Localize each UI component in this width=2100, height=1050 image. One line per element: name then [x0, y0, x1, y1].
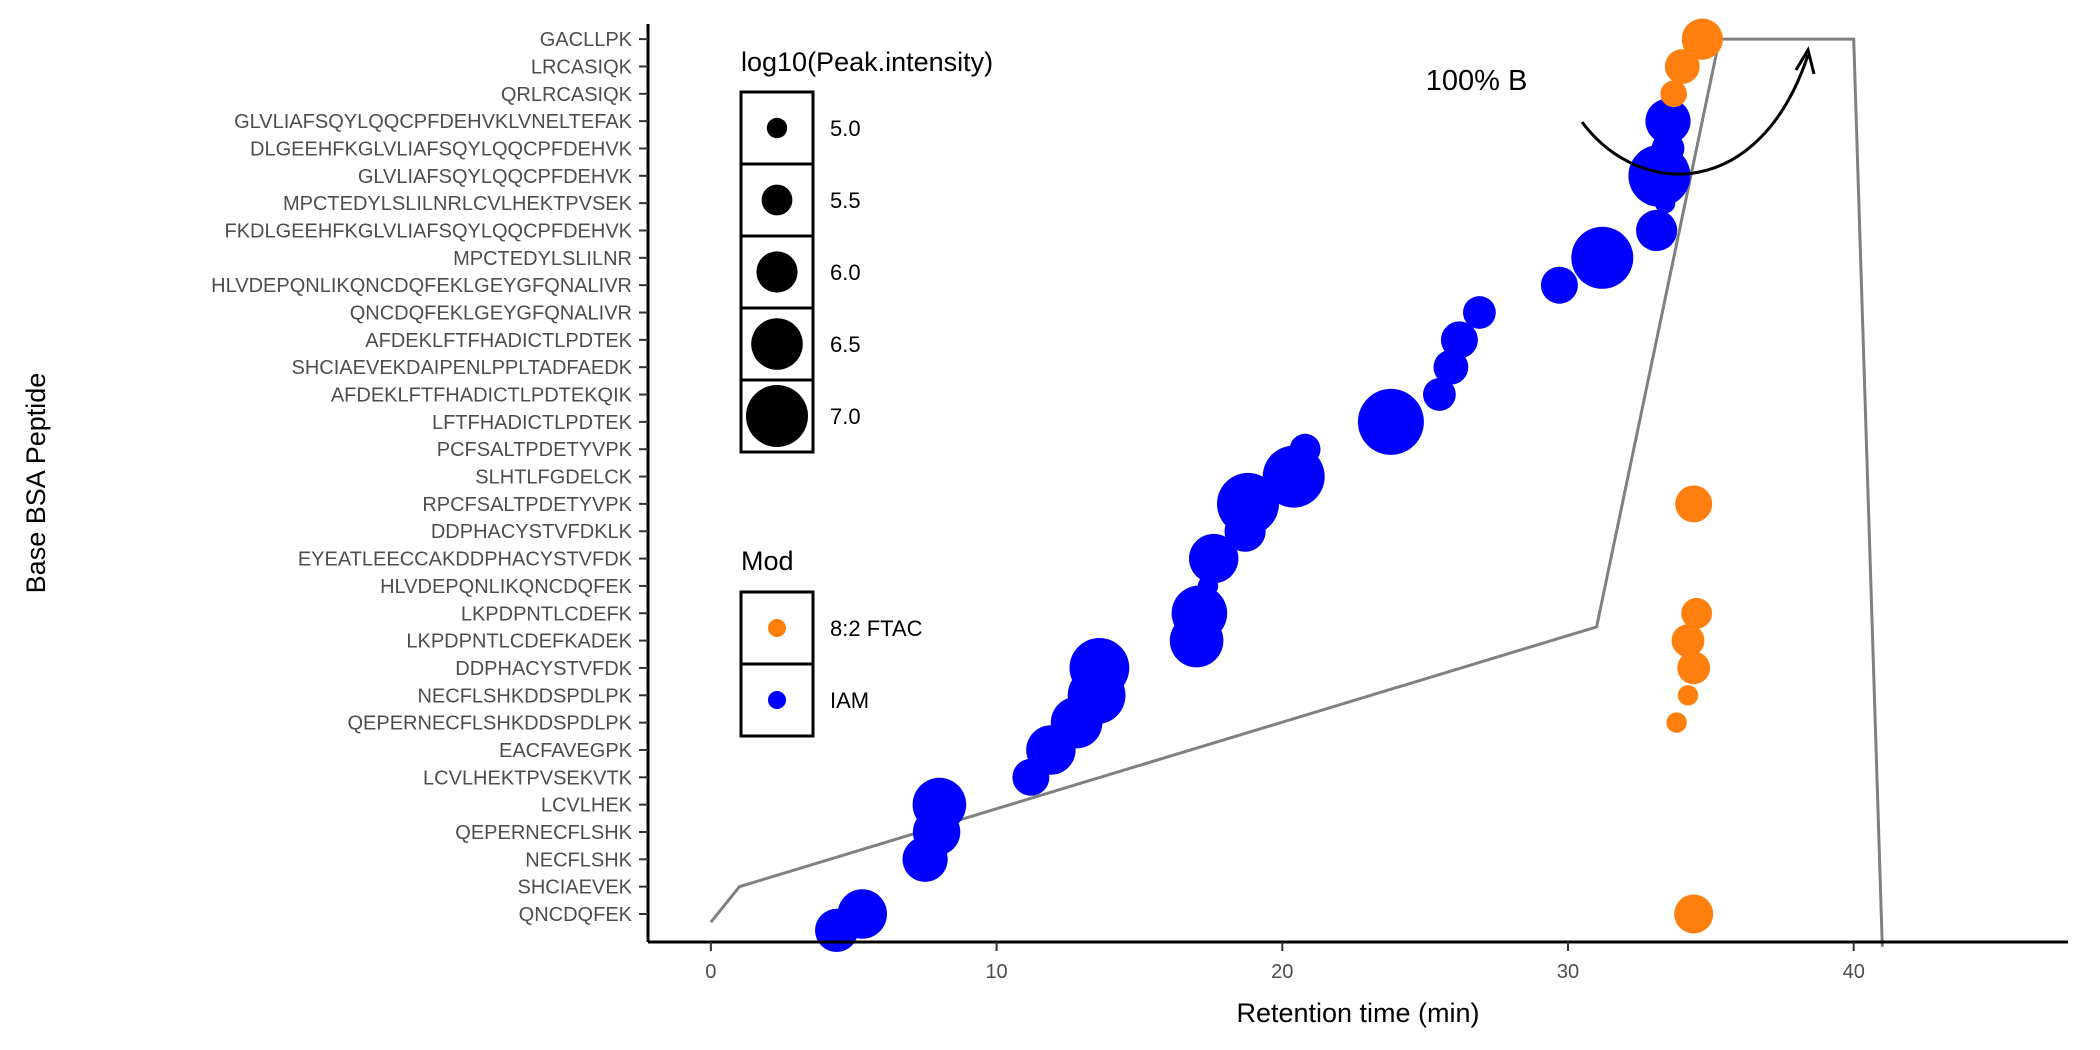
- arrow-head-icon: [1794, 46, 1816, 75]
- color-legend-items: 8:2 FTAC IAM: [739, 590, 923, 738]
- gradient-line: [709, 37, 1884, 947]
- size-legend-label: 5.5: [830, 188, 861, 213]
- data-point: [1681, 597, 1712, 629]
- color-legend: Mod 8:2 FTAC IAM: [739, 546, 923, 738]
- color-legend-label: 8:2 FTAC: [830, 616, 923, 641]
- size-legend-dot: [761, 184, 793, 216]
- y-tick-label: LKPDPNTLCDEFK: [461, 603, 633, 625]
- y-tick-label: PCFSALTPDETYVPK: [437, 439, 633, 461]
- data-point: [1664, 49, 1700, 84]
- y-tick-label: LRCASIQK: [531, 56, 633, 78]
- annotation-text: 100% B: [1426, 65, 1528, 97]
- annotation: 100% B: [1426, 46, 1816, 176]
- y-tick-label: QRLRCASIQK: [501, 84, 633, 106]
- y-tick-label: SLHTLFGDELCK: [475, 467, 632, 489]
- curved-arrow: [1580, 54, 1810, 176]
- size-legend-dot: [746, 385, 808, 447]
- x-axis-title: Retention time (min): [1236, 998, 1479, 1028]
- data-point: [1069, 638, 1130, 698]
- color-legend-dot: [768, 691, 786, 709]
- data-point: [1189, 533, 1239, 584]
- size-legend-dot: [751, 318, 803, 370]
- data-point: [1171, 585, 1228, 642]
- data-point: [1540, 266, 1578, 304]
- x-tick-label: 20: [1271, 961, 1293, 983]
- y-tick-label: LKPDPNTLCDEFKADEK: [406, 631, 632, 653]
- size-legend-label: 7.0: [830, 404, 861, 429]
- data-point: [1463, 296, 1496, 329]
- y-axis-title: Base BSA Peptide: [21, 373, 51, 594]
- data-point: [1671, 624, 1705, 657]
- y-tick-label: DDPHACYSTVFDK: [455, 658, 632, 680]
- data-point: [1677, 685, 1699, 706]
- y-tick-label: GLVLIAFSQYLQQCPFDEHVK: [358, 166, 633, 188]
- y-tick-label: MPCTEDYLSLILNRLCVLHEKTPVSEK: [283, 193, 633, 215]
- size-legend: log10(Peak.intensity) 5.0 5.5 6.0 6.5 7.0: [739, 47, 993, 454]
- y-tick-label: LFTFHADICTLPDTEK: [432, 412, 633, 434]
- y-tick-label: RPCFSALTPDETYVPK: [422, 494, 632, 516]
- y-tick-label: QNCDQFEK: [519, 904, 633, 926]
- x-tick-label: 0: [705, 961, 716, 983]
- series-8-2-ftac: [1660, 18, 1723, 934]
- data-point: [1636, 209, 1678, 252]
- y-tick-label: HLVDEPQNLIKQNCDQFEK: [380, 576, 633, 598]
- plot-area: [709, 18, 1884, 953]
- size-legend-items: 5.0 5.5 6.0 6.5 7.0: [739, 90, 861, 454]
- y-tick-label: EACFAVEGPK: [499, 740, 633, 762]
- y-tick-label: DLGEEHFKGLVLIAFSQYLQQCPFDEHVK: [250, 138, 633, 160]
- data-point: [1660, 80, 1687, 108]
- y-tick-label: NECFLSHK: [525, 849, 632, 871]
- data-point: [1645, 98, 1691, 144]
- y-tick-label: QNCDQFEKLGEYGFQNALIVR: [350, 303, 632, 325]
- x-tick-label: 40: [1843, 961, 1865, 983]
- x-ticks: 0 10 20 30 40: [705, 942, 1865, 983]
- y-tick-label: HLVDEPQNLIKQNCDQFEKLGEYGFQNALIVR: [211, 275, 632, 297]
- y-tick-label: SHCIAEVEK: [518, 877, 633, 899]
- y-tick-label: GACLLPK: [540, 29, 633, 51]
- series-iam: [815, 98, 1691, 953]
- y-tick-label: NECFLSHKDDSPDLPK: [417, 685, 632, 707]
- data-point: [1423, 378, 1456, 411]
- x-tick-label: 30: [1557, 961, 1579, 983]
- color-legend-title: Mod: [741, 546, 794, 576]
- color-legend-label: IAM: [830, 688, 869, 713]
- size-legend-dot: [756, 251, 798, 293]
- data-point: [1675, 485, 1713, 523]
- y-tick-label: AFDEKLFTFHADICTLPDTEK: [365, 330, 632, 352]
- data-point: [1674, 894, 1714, 934]
- data-point: [1677, 651, 1711, 685]
- y-tick-label: MPCTEDYLSLILNR: [453, 248, 632, 270]
- data-point: [912, 777, 967, 832]
- data-point: [1289, 433, 1321, 465]
- y-tick-label: DDPHACYSTVFDKLK: [431, 521, 633, 543]
- size-legend-label: 6.5: [830, 332, 861, 357]
- y-tick-label: SHCIAEVEKDAIPENLPPLTADFAEDK: [292, 357, 633, 379]
- data-point: [837, 889, 887, 939]
- y-tick-label: LCVLHEKTPVSEKVTK: [423, 767, 633, 789]
- size-legend-title: log10(Peak.intensity): [741, 47, 993, 77]
- color-legend-key: [739, 662, 815, 738]
- y-tick-label: AFDEKLFTFHADICTLPDTEKQIK: [331, 385, 633, 407]
- y-tick-label: LCVLHEK: [541, 795, 633, 817]
- y-tick-label: FKDLGEEHFKGLVLIAFSQYLQQCPFDEHVK: [224, 221, 632, 243]
- size-legend-label: 5.0: [830, 116, 861, 141]
- data-point: [1571, 226, 1634, 289]
- axes: 0 10 20 30 40 QNCDQFEK SHCIAEVEK NECFLSHK QEPER…: [21, 24, 2068, 1028]
- data-point: [1217, 472, 1279, 535]
- y-ticks: QNCDQFEK SHCIAEVEK NECFLSHK QEPERNECFLSHK LC…: [211, 29, 648, 926]
- data-point: [1433, 349, 1469, 385]
- x-tick-label: 10: [985, 961, 1007, 983]
- y-tick-label: EYEATLEECCAKDDPHACYSTVFDK: [298, 549, 633, 571]
- data-point: [1440, 321, 1478, 359]
- size-legend-label: 6.0: [830, 260, 861, 285]
- color-legend-dot: [768, 619, 786, 637]
- size-legend-dot: [766, 117, 788, 139]
- data-point: [1666, 712, 1687, 733]
- y-tick-label: QEPERNECFLSHKDDSPDLPK: [347, 713, 632, 735]
- data-point: [1681, 18, 1723, 60]
- data-point: [1357, 388, 1424, 455]
- y-tick-label: GLVLIAFSQYLQQCPFDEHVKLVNELTEFAK: [234, 111, 633, 133]
- y-tick-label: QEPERNECFLSHK: [455, 822, 632, 844]
